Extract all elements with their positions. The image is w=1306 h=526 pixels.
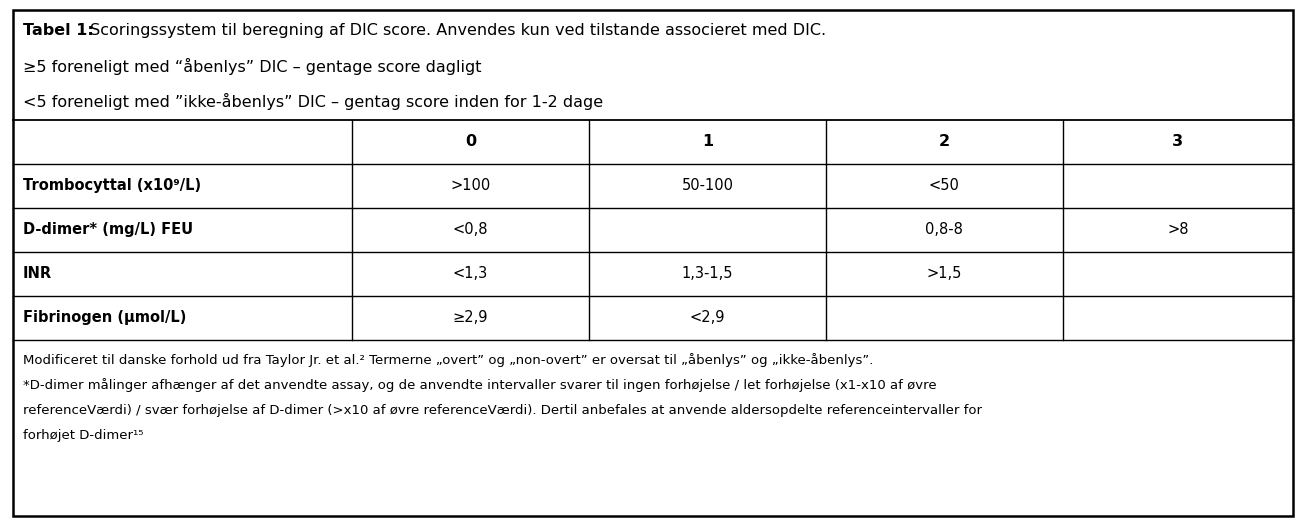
Text: 3: 3 — [1173, 135, 1183, 149]
Text: <5 foreneligt med ”ikke-åbenlys” DIC – gentag score inden for 1-2 dage: <5 foreneligt med ”ikke-åbenlys” DIC – g… — [24, 93, 603, 110]
Text: Trombocyttal (x10⁹/L): Trombocyttal (x10⁹/L) — [24, 178, 201, 194]
Text: referenceVærdi) / svær forhøjelse af D-dimer (>x10 af øvre referenceVærdi). Dert: referenceVærdi) / svær forhøjelse af D-d… — [24, 404, 982, 417]
Text: 0: 0 — [465, 135, 477, 149]
Text: forhøjet D-dimer¹⁵: forhøjet D-dimer¹⁵ — [24, 430, 144, 442]
Text: 50-100: 50-100 — [682, 178, 734, 194]
Text: <50: <50 — [929, 178, 960, 194]
Text: Scoringssystem til beregning af DIC score. Anvendes kun ved tilstande associeret: Scoringssystem til beregning af DIC scor… — [85, 23, 827, 38]
Text: <0,8: <0,8 — [453, 222, 488, 238]
Text: *D-dimer målinger afhænger af det anvendte assay, og de anvendte intervaller sva: *D-dimer målinger afhænger af det anvend… — [24, 379, 936, 392]
Text: 0,8-8: 0,8-8 — [925, 222, 963, 238]
Text: Tabel 1:: Tabel 1: — [24, 23, 94, 38]
Text: Fibrinogen (μmol/L): Fibrinogen (μmol/L) — [24, 310, 187, 326]
Text: 2: 2 — [939, 135, 949, 149]
Text: >8: >8 — [1168, 222, 1188, 238]
Text: ≥5 foreneligt med “åbenlys” DIC – gentage score dagligt: ≥5 foreneligt med “åbenlys” DIC – gentag… — [24, 58, 482, 75]
Text: <2,9: <2,9 — [690, 310, 725, 326]
Text: >100: >100 — [451, 178, 491, 194]
Text: D-dimer* (mg/L) FEU: D-dimer* (mg/L) FEU — [24, 222, 193, 238]
Text: Modificeret til danske forhold ud fra Taylor Jr. et al.² Termerne „overt” og „no: Modificeret til danske forhold ud fra Ta… — [24, 353, 874, 367]
Text: ≥2,9: ≥2,9 — [453, 310, 488, 326]
Text: >1,5: >1,5 — [926, 267, 963, 281]
Text: 1: 1 — [701, 135, 713, 149]
Text: <1,3: <1,3 — [453, 267, 488, 281]
Text: 1,3-1,5: 1,3-1,5 — [682, 267, 733, 281]
Text: INR: INR — [24, 267, 52, 281]
